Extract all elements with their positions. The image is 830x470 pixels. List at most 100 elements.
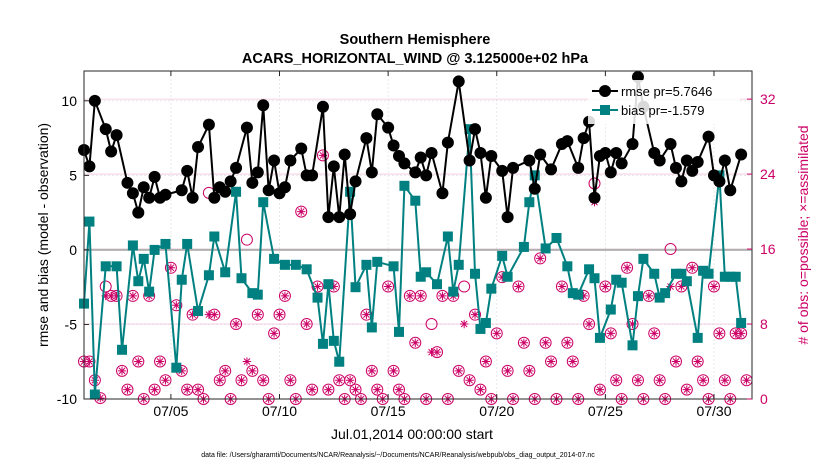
obs-assimilated-marker xyxy=(204,310,214,319)
bias-point xyxy=(627,340,638,351)
bias-point xyxy=(127,240,138,251)
obs-assimilated-marker xyxy=(650,329,659,338)
legend-rmse-marker xyxy=(599,85,611,97)
rmse-point xyxy=(528,182,541,195)
obs-assimilated-marker xyxy=(492,329,501,338)
obs-assimilated-marker xyxy=(172,301,181,310)
rmse-point xyxy=(246,176,259,189)
bias-point xyxy=(366,322,377,333)
obs-assimilated-marker xyxy=(497,272,507,282)
bias-point xyxy=(692,332,703,343)
rmse-series xyxy=(78,70,748,224)
obs-possible-marker xyxy=(561,336,574,349)
rmse-point xyxy=(338,148,351,161)
obs-assimilated-marker xyxy=(117,366,127,376)
obs-possible-marker xyxy=(458,280,471,293)
obs-possible-marker xyxy=(409,336,422,349)
rmse-point xyxy=(181,164,194,177)
bias-point xyxy=(730,271,741,282)
obs-assimilated-marker xyxy=(731,329,740,338)
rmse-point xyxy=(680,154,693,167)
obs-assimilated-marker xyxy=(182,385,192,394)
rmse-point xyxy=(327,160,340,173)
obs-assimilated-marker xyxy=(188,310,197,319)
rmse-point xyxy=(398,157,411,170)
x-axis-label: Jul.01,2014 00:00:00 start xyxy=(331,426,493,442)
bias-point xyxy=(334,356,345,367)
rmse-point xyxy=(268,154,281,167)
obs-assimilated-marker xyxy=(166,263,176,272)
obs-assimilated-marker xyxy=(307,385,317,394)
rmse-point xyxy=(572,161,585,174)
bias-point xyxy=(89,389,100,400)
obs-assimilated-marker xyxy=(280,291,290,301)
obs-possible-marker xyxy=(116,364,129,377)
obs-possible-marker xyxy=(642,289,655,302)
rmse-point xyxy=(365,166,378,179)
obs-possible-marker xyxy=(344,374,357,387)
obs-assimilated-marker xyxy=(362,310,371,319)
x-tick-label: 07/05 xyxy=(153,403,188,419)
obs-possible-marker xyxy=(164,261,177,274)
obs-assimilated-marker xyxy=(671,357,681,366)
obs-assimilated-marker xyxy=(698,376,708,385)
obs-assimilated-marker xyxy=(481,357,491,366)
obs-possible-marker xyxy=(593,383,606,396)
obs-possible-marker xyxy=(382,280,395,293)
obs-possible-marker xyxy=(664,243,677,256)
obs-assimilated-marker xyxy=(476,385,485,394)
legend-box xyxy=(588,80,740,124)
rmse-point xyxy=(137,181,150,194)
obs-assimilated-marker xyxy=(275,310,284,319)
obs-assimilated-marker xyxy=(579,291,588,301)
obs-assimilated-marker xyxy=(134,357,143,366)
obs-possible-marker xyxy=(691,355,704,368)
bias-point xyxy=(475,323,486,334)
bias-point xyxy=(605,304,616,315)
x-tick-label: 07/10 xyxy=(262,403,297,419)
bias-point xyxy=(518,241,529,252)
obs-possible-marker xyxy=(251,308,264,321)
obs-assimilated-marker xyxy=(237,376,246,385)
obs-possible-marker xyxy=(534,252,547,265)
x-tick-label: 07/25 xyxy=(588,403,623,419)
rmse-point xyxy=(653,154,666,167)
obs-assimilated-marker xyxy=(601,282,610,291)
rmse-point xyxy=(686,164,699,177)
bias-point xyxy=(584,264,595,275)
bias-point xyxy=(209,231,220,242)
bias-point xyxy=(361,259,372,270)
bias-point xyxy=(415,271,426,282)
rmse-point xyxy=(561,135,574,148)
bias-point xyxy=(497,250,508,261)
obs-assimilated-marker xyxy=(411,338,420,347)
obs-assimilated-marker xyxy=(693,357,702,366)
rmse-point xyxy=(278,181,291,194)
bias-point xyxy=(660,288,671,299)
rmse-point xyxy=(469,123,482,136)
bias-point xyxy=(567,288,578,299)
y-axis-label: rmse and bias (model - observation) xyxy=(35,123,51,347)
bias-point xyxy=(317,338,328,349)
obs-assimilated-marker xyxy=(85,357,94,366)
bias-point xyxy=(312,292,323,303)
rmse-point xyxy=(545,163,558,176)
rmse-point xyxy=(306,169,319,182)
obs-possible-marker xyxy=(154,355,167,368)
obs-assimilated-marker xyxy=(269,329,279,338)
obs-possible-marker xyxy=(414,289,427,302)
bias-point xyxy=(388,261,399,272)
bias-point xyxy=(421,267,432,278)
obs-assimilated-marker xyxy=(394,385,404,394)
obs-possible-marker xyxy=(349,383,362,396)
rmse-point xyxy=(159,188,172,201)
obs-possible-marker xyxy=(718,374,731,387)
rmse-point xyxy=(414,151,427,164)
bias-point xyxy=(649,268,660,279)
obs-possible-marker xyxy=(501,364,514,377)
obs-possible-marker xyxy=(539,336,552,349)
obs-possible-marker xyxy=(322,383,335,396)
obs-assimilated-marker xyxy=(568,357,577,366)
obs-possible-marker xyxy=(371,383,384,396)
obs-assimilated-marker xyxy=(514,282,523,291)
